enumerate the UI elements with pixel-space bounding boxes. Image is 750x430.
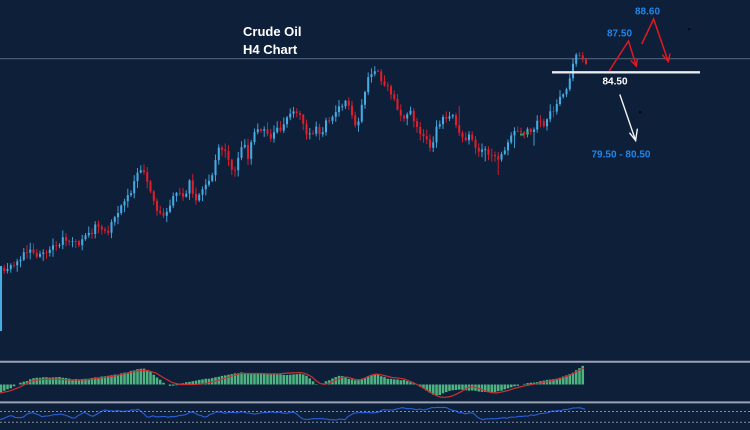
svg-text:88.60: 88.60 <box>635 7 660 18</box>
svg-text:84.50: 84.50 <box>603 77 628 88</box>
svg-text:H4 Chart: H4 Chart <box>243 42 298 57</box>
svg-text:Crude Oil: Crude Oil <box>243 24 302 39</box>
svg-text:79.50 - 80.50: 79.50 - 80.50 <box>592 150 651 161</box>
svg-text:87.50: 87.50 <box>607 29 632 40</box>
